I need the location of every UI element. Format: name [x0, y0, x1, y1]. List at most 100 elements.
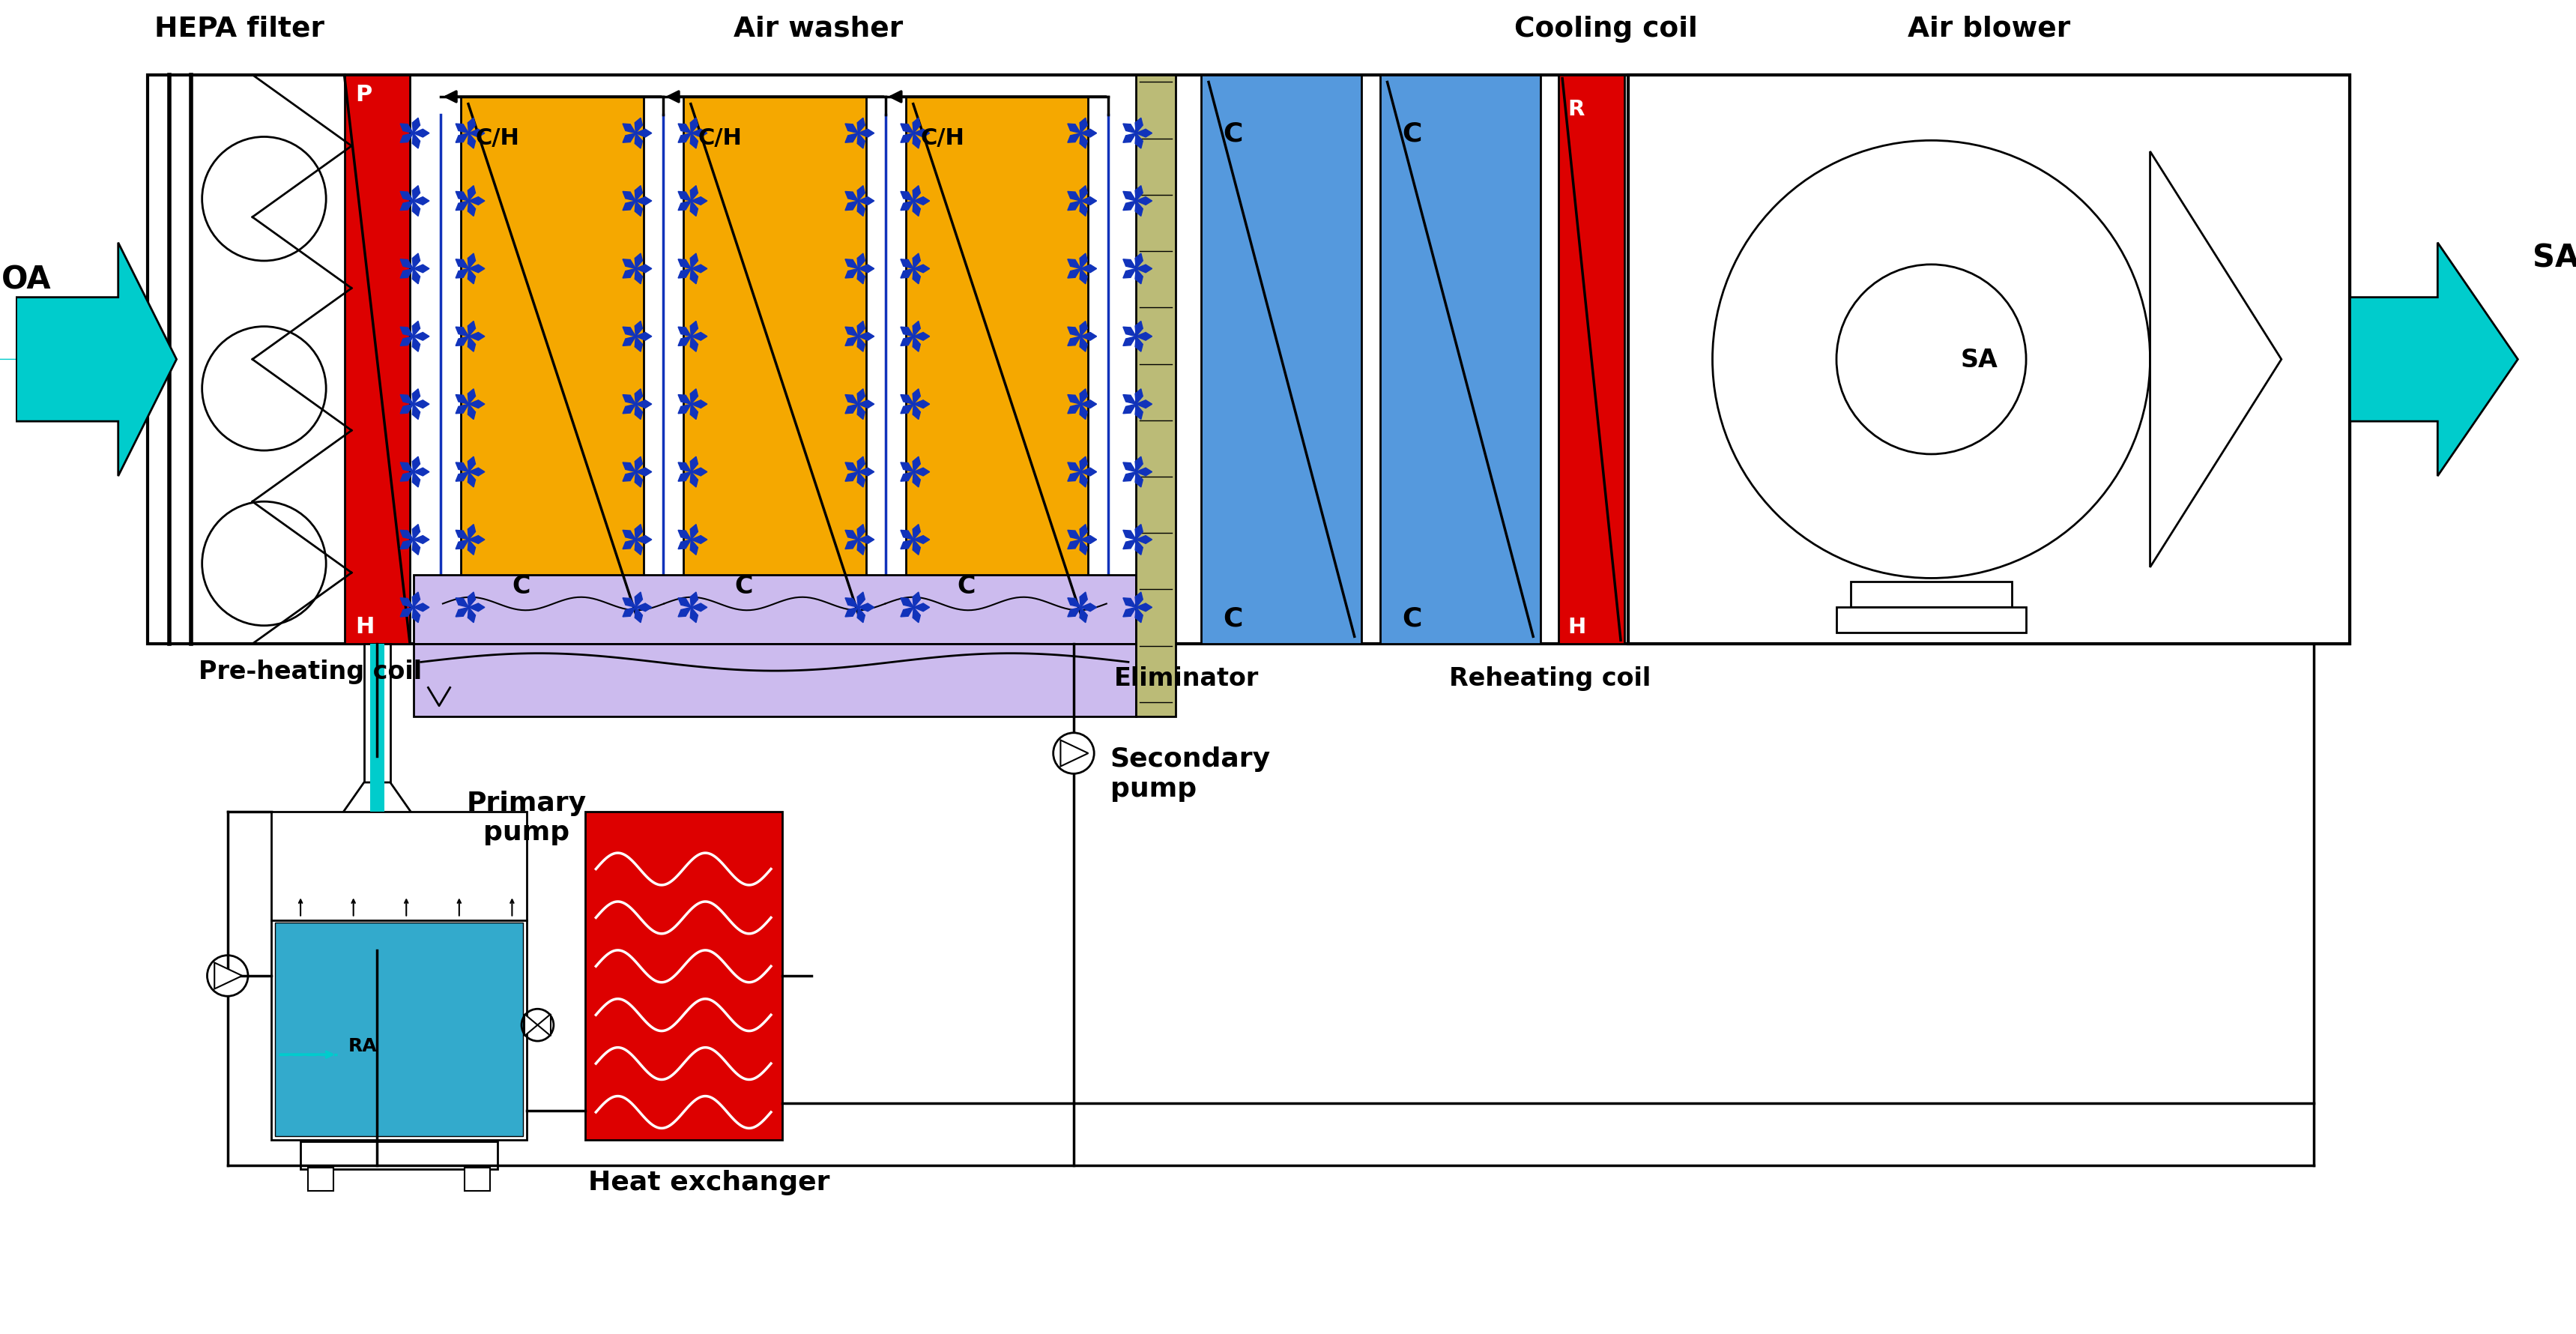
Text: R: R	[1566, 99, 1584, 120]
Polygon shape	[412, 540, 420, 555]
Polygon shape	[1136, 119, 1144, 133]
Polygon shape	[690, 338, 698, 352]
Polygon shape	[845, 269, 858, 279]
Polygon shape	[1079, 187, 1087, 201]
Polygon shape	[858, 187, 866, 201]
Polygon shape	[912, 524, 920, 540]
Polygon shape	[469, 390, 477, 404]
Text: HEPA filter: HEPA filter	[155, 16, 325, 43]
Bar	[270, 812, 526, 1141]
Polygon shape	[1123, 531, 1136, 540]
Polygon shape	[690, 253, 698, 269]
Bar	[415, 575, 1136, 644]
Polygon shape	[1079, 458, 1087, 472]
Polygon shape	[1123, 192, 1136, 201]
Polygon shape	[912, 404, 920, 420]
Polygon shape	[399, 338, 412, 347]
Text: H: H	[355, 616, 374, 638]
Polygon shape	[1136, 468, 1151, 476]
Polygon shape	[634, 540, 641, 555]
Polygon shape	[912, 540, 920, 555]
Polygon shape	[677, 201, 690, 211]
Text: SA: SA	[2532, 241, 2576, 273]
Polygon shape	[690, 321, 698, 338]
Polygon shape	[623, 338, 636, 347]
Polygon shape	[469, 536, 484, 544]
Polygon shape	[634, 321, 641, 338]
Polygon shape	[634, 524, 641, 540]
Bar	[1852, 582, 2012, 608]
Polygon shape	[412, 129, 430, 137]
Polygon shape	[1123, 395, 1136, 404]
Polygon shape	[412, 592, 420, 608]
Polygon shape	[690, 197, 708, 205]
Polygon shape	[677, 133, 690, 143]
Polygon shape	[1123, 599, 1136, 608]
Polygon shape	[914, 129, 930, 137]
Polygon shape	[399, 124, 412, 133]
Polygon shape	[677, 540, 690, 550]
Polygon shape	[914, 536, 930, 544]
Text: C/H: C/H	[920, 128, 963, 149]
Polygon shape	[456, 472, 469, 482]
Polygon shape	[858, 592, 866, 608]
Polygon shape	[902, 201, 914, 211]
Polygon shape	[1066, 201, 1079, 211]
Text: Reheating coil: Reheating coil	[1450, 666, 1651, 691]
Polygon shape	[1066, 608, 1079, 618]
Text: C: C	[1401, 606, 1422, 631]
Polygon shape	[902, 395, 914, 404]
Bar	[461, 97, 644, 622]
Polygon shape	[677, 124, 690, 133]
Polygon shape	[1066, 260, 1079, 269]
Bar	[301, 1142, 497, 1169]
Polygon shape	[538, 1014, 551, 1037]
Polygon shape	[636, 129, 652, 137]
Polygon shape	[623, 133, 636, 143]
Polygon shape	[1136, 197, 1151, 205]
Polygon shape	[469, 197, 484, 205]
Polygon shape	[1066, 133, 1079, 143]
Polygon shape	[912, 321, 920, 338]
Polygon shape	[690, 334, 708, 342]
Polygon shape	[690, 133, 698, 149]
Polygon shape	[412, 404, 420, 420]
Polygon shape	[1066, 531, 1079, 540]
Polygon shape	[912, 472, 920, 487]
Polygon shape	[469, 253, 477, 269]
Polygon shape	[902, 338, 914, 347]
Polygon shape	[1061, 740, 1087, 767]
Polygon shape	[636, 400, 652, 408]
Bar	[1200, 76, 1363, 644]
Polygon shape	[1136, 540, 1144, 555]
Polygon shape	[1066, 338, 1079, 347]
Polygon shape	[1066, 404, 1079, 414]
Polygon shape	[858, 472, 866, 487]
Polygon shape	[1079, 400, 1097, 408]
Polygon shape	[1079, 592, 1087, 608]
Polygon shape	[623, 192, 636, 201]
Polygon shape	[469, 265, 484, 273]
Polygon shape	[1079, 119, 1087, 133]
Polygon shape	[858, 458, 866, 472]
Polygon shape	[1079, 197, 1097, 205]
Polygon shape	[623, 124, 636, 133]
Polygon shape	[469, 133, 477, 149]
Polygon shape	[1123, 540, 1136, 550]
Polygon shape	[1079, 390, 1087, 404]
Polygon shape	[1079, 404, 1087, 420]
Bar	[276, 923, 523, 1137]
Polygon shape	[914, 197, 930, 205]
Polygon shape	[399, 395, 412, 404]
Polygon shape	[845, 327, 858, 338]
Polygon shape	[412, 536, 430, 544]
Polygon shape	[912, 119, 920, 133]
Polygon shape	[902, 472, 914, 482]
Polygon shape	[690, 201, 698, 216]
Polygon shape	[469, 334, 484, 342]
Polygon shape	[690, 404, 698, 420]
Polygon shape	[1136, 321, 1144, 338]
Polygon shape	[912, 269, 920, 284]
Polygon shape	[634, 404, 641, 420]
Polygon shape	[912, 338, 920, 352]
